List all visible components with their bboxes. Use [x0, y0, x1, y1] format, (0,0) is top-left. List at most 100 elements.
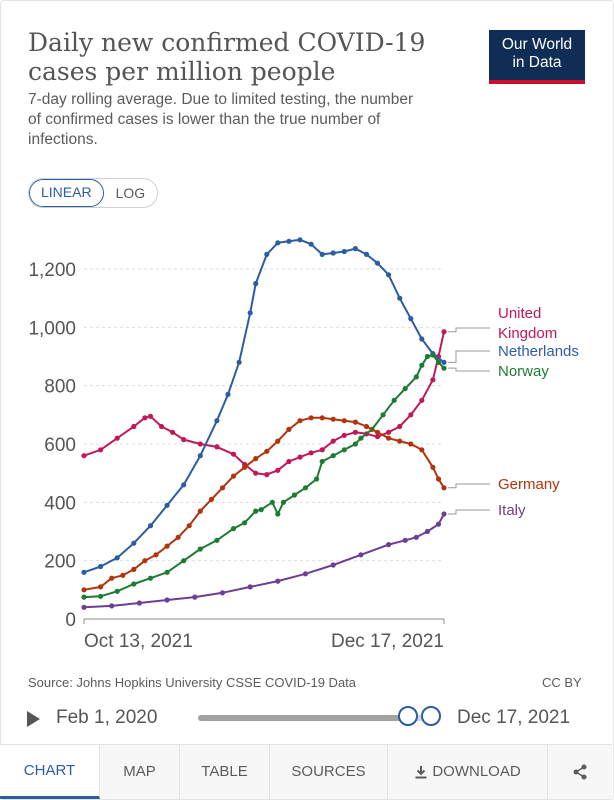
data-point-norway: [164, 569, 170, 575]
data-point-germany: [109, 575, 115, 581]
timeline-start-date: Feb 1, 2020: [56, 707, 158, 728]
data-point-united-kingdom: [264, 472, 270, 478]
legend-connector-united-kingdom: [448, 327, 490, 333]
data-point-netherlands: [352, 246, 358, 252]
data-point-netherlands: [214, 418, 220, 424]
tab-map[interactable]: MAP: [100, 745, 180, 799]
owid-logo[interactable]: Our World in Data: [489, 30, 585, 84]
x-tick-label-end: Dec 17, 2021: [331, 631, 444, 652]
data-point-italy: [402, 537, 408, 543]
legend-connector-norway: [448, 367, 490, 372]
data-point-netherlands: [98, 563, 104, 570]
data-point-germany: [131, 566, 137, 573]
chart-subtitle: 7-day rolling average. Due to limited te…: [28, 91, 414, 148]
timeline-start-handle[interactable]: [398, 706, 418, 726]
data-point-united-kingdom: [230, 451, 237, 457]
data-point-germany: [253, 456, 259, 462]
tab-chart-label: CHART: [23, 762, 76, 779]
data-point-netherlands: [419, 336, 425, 342]
data-point-netherlands: [308, 241, 314, 247]
data-point-united-kingdom: [408, 412, 414, 418]
data-point-norway: [131, 581, 137, 587]
legend-label-norway: Norway: [498, 363, 549, 380]
data-point-norway: [435, 359, 442, 365]
y-tick-label: 400: [44, 493, 76, 514]
data-point-netherlands: [341, 248, 347, 255]
data-point-germany: [352, 419, 358, 425]
data-point-norway: [98, 593, 104, 599]
tab-download[interactable]: DOWNLOAD: [388, 745, 548, 799]
data-point-netherlands: [197, 453, 203, 459]
data-point-germany: [319, 415, 325, 421]
data-point-united-kingdom: [386, 429, 392, 435]
legend-label-netherlands: Netherlands: [498, 343, 579, 360]
data-point-germany: [408, 441, 414, 447]
data-point-united-kingdom: [374, 434, 381, 440]
data-point-united-kingdom: [352, 429, 358, 435]
y-tick-label: 600: [44, 435, 76, 456]
license-link[interactable]: CC BY: [542, 675, 582, 690]
legend-connector-germany: [448, 483, 490, 489]
linear-scale-button[interactable]: LINEAR: [29, 179, 104, 207]
data-point-norway: [441, 365, 447, 371]
data-point-united-kingdom: [158, 423, 165, 430]
data-point-norway: [314, 476, 320, 482]
data-point-netherlands: [114, 555, 120, 561]
data-point-netherlands: [275, 240, 281, 246]
play-icon[interactable]: [27, 711, 40, 727]
data-point-netherlands: [386, 272, 392, 278]
data-point-netherlands: [441, 359, 447, 365]
tab-chart[interactable]: CHART: [0, 745, 100, 799]
line-chart: 0 200 400 600 800 1,000 1,200 Oct 13, 2021 Dec 1…: [28, 237, 579, 652]
legend-label-united-kingdom: United: [498, 305, 541, 322]
data-point-italy: [413, 534, 419, 540]
data-point-norway: [424, 353, 430, 360]
data-point-germany: [264, 448, 270, 454]
data-point-germany: [286, 426, 292, 432]
data-point-netherlands: [253, 281, 259, 287]
data-point-netherlands: [397, 295, 403, 301]
data-point-united-kingdom: [397, 423, 403, 430]
data-point-norway: [214, 537, 220, 543]
data-point-norway: [230, 526, 237, 532]
data-point-germany: [419, 447, 425, 453]
share-button[interactable]: [548, 745, 612, 799]
logo-line-1: Our World: [501, 36, 573, 53]
data-point-united-kingdom: [131, 423, 137, 430]
data-point-norway: [391, 397, 397, 403]
y-tick-label: 800: [44, 377, 76, 398]
tab-sources[interactable]: SOURCES: [270, 745, 388, 799]
data-point-germany: [186, 523, 192, 529]
data-point-norway: [81, 594, 87, 600]
data-point-netherlands: [181, 482, 187, 488]
tab-table[interactable]: TABLE: [180, 745, 270, 799]
data-point-germany: [120, 572, 126, 578]
timeline-selected-range: [198, 715, 410, 721]
timeline-end-handle[interactable]: [421, 706, 441, 726]
data-point-netherlands: [363, 251, 370, 257]
source-note[interactable]: Source: Johns Hopkins University CSSE CO…: [28, 675, 357, 690]
data-point-united-kingdom: [170, 429, 176, 435]
data-point-united-kingdom: [197, 441, 203, 447]
data-point-italy: [358, 552, 364, 558]
log-scale-button[interactable]: LOG: [115, 185, 146, 201]
data-point-united-kingdom: [181, 437, 187, 443]
tab-bar: CHART MAP TABLE SOURCES DOWNLOAD: [0, 744, 612, 799]
data-point-united-kingdom: [419, 397, 425, 403]
data-point-netherlands: [131, 540, 137, 546]
data-point-united-kingdom: [341, 432, 347, 438]
data-point-united-kingdom: [330, 438, 336, 444]
series-line-netherlands: [83, 238, 445, 574]
data-point-italy: [109, 603, 115, 609]
data-point-united-kingdom: [214, 444, 220, 450]
series-line-germany: [83, 416, 445, 591]
data-point-germany: [142, 558, 148, 564]
data-point-united-kingdom: [114, 435, 120, 441]
data-point-netherlands: [264, 251, 270, 257]
data-point-italy: [441, 511, 447, 517]
data-point-italy: [302, 571, 309, 577]
y-tick-label: 0: [65, 610, 76, 631]
series-line-norway: [83, 354, 445, 599]
data-point-germany: [330, 416, 336, 422]
x-tick-label-start: Oct 13, 2021: [84, 631, 193, 652]
